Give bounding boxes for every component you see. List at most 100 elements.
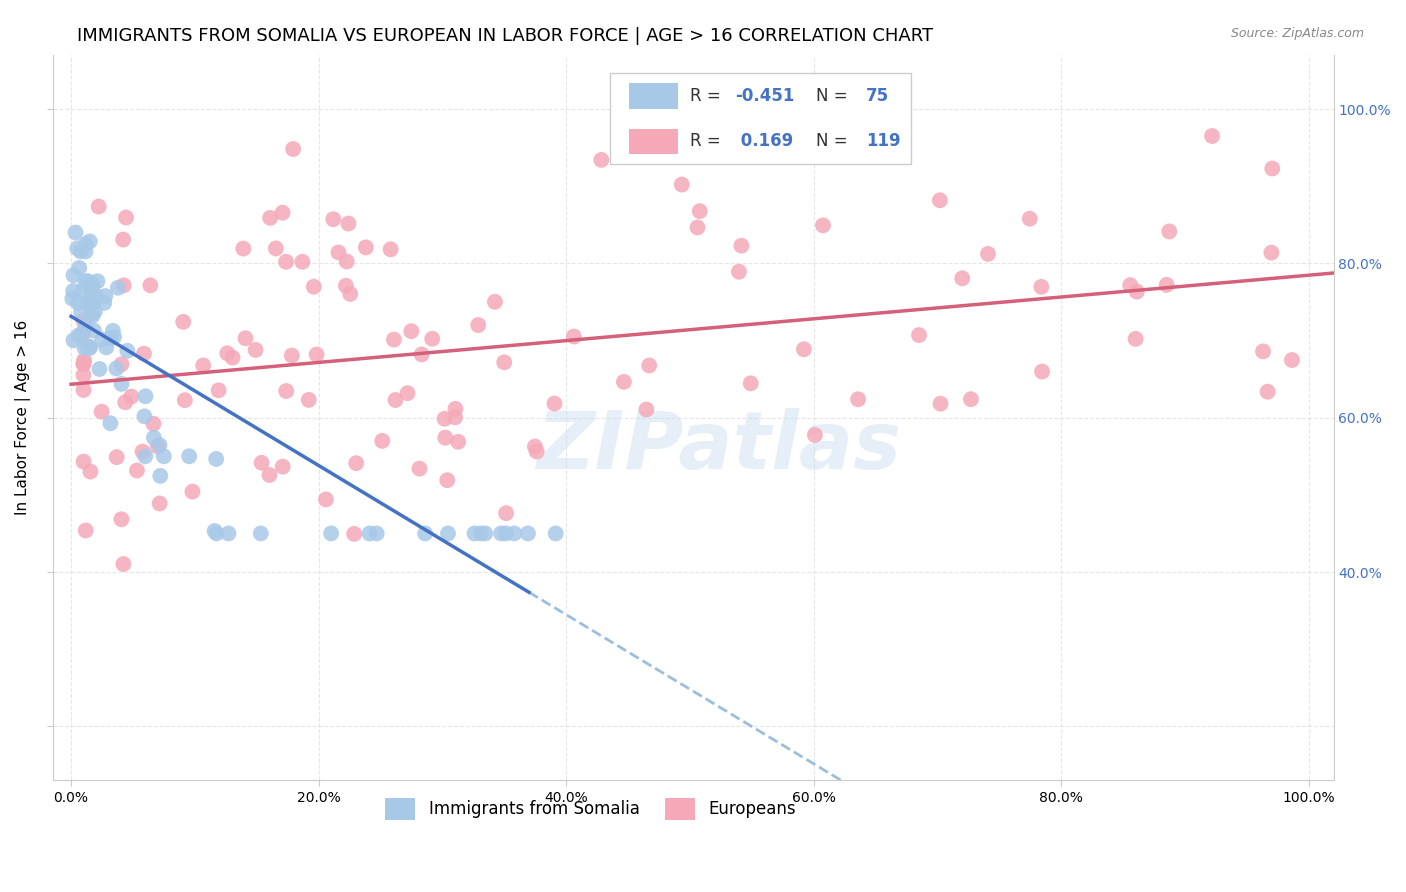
- Point: [125, 463, 148, 477]
- Point: [444, 401, 467, 416]
- Point: [315, 492, 337, 507]
- Point: [82, 309, 104, 323]
- Point: [100, 416, 122, 430]
- Point: [148, 438, 170, 452]
- Point: [179, 450, 201, 464]
- Point: [337, 217, 360, 231]
- Point: [76, 340, 98, 354]
- Point: [75, 244, 97, 259]
- Point: [1156, 277, 1178, 292]
- Point: [298, 392, 321, 407]
- Point: [411, 347, 433, 361]
- Point: [139, 278, 162, 293]
- Point: [65, 226, 87, 240]
- Point: [173, 393, 195, 408]
- Point: [72, 368, 94, 382]
- Point: [259, 211, 281, 225]
- Point: [172, 315, 194, 329]
- Point: [271, 459, 294, 474]
- Point: [908, 328, 931, 343]
- Point: [1031, 365, 1053, 379]
- Point: [84, 304, 107, 318]
- Text: 119: 119: [866, 132, 901, 150]
- Point: [489, 526, 512, 541]
- Text: 0.169: 0.169: [735, 132, 793, 150]
- Text: R =: R =: [690, 87, 727, 105]
- Point: [79, 340, 101, 354]
- Point: [474, 526, 496, 541]
- Point: [1031, 280, 1053, 294]
- Point: [245, 343, 267, 357]
- Text: N =: N =: [815, 87, 853, 105]
- Point: [328, 245, 350, 260]
- Text: R =: R =: [690, 132, 727, 150]
- Point: [60, 292, 83, 306]
- Point: [86, 274, 108, 288]
- Point: [110, 512, 132, 526]
- Point: [149, 496, 172, 510]
- Point: [371, 434, 394, 448]
- Legend: Immigrants from Somalia, Europeans: Immigrants from Somalia, Europeans: [378, 791, 803, 826]
- Point: [94, 289, 117, 303]
- Point: [1251, 344, 1274, 359]
- Point: [67, 260, 90, 275]
- Point: [380, 243, 402, 257]
- Point: [671, 178, 693, 192]
- Point: [193, 359, 215, 373]
- Point: [804, 428, 827, 442]
- Text: IMMIGRANTS FROM SOMALIA VS EUROPEAN IN LABOR FORCE | AGE > 16 CORRELATION CHART: IMMIGRANTS FROM SOMALIA VS EUROPEAN IN L…: [77, 27, 934, 45]
- Point: [112, 278, 135, 293]
- Point: [146, 440, 169, 454]
- Point: [72, 326, 94, 341]
- Point: [523, 440, 546, 454]
- Point: [115, 211, 138, 225]
- Point: [413, 526, 436, 541]
- Point: [66, 241, 89, 255]
- Point: [134, 389, 156, 403]
- Text: Source: ZipAtlas.com: Source: ZipAtlas.com: [1230, 27, 1364, 40]
- Point: [153, 450, 176, 464]
- Point: [359, 526, 381, 541]
- Point: [105, 450, 128, 464]
- Point: [79, 235, 101, 249]
- Point: [950, 271, 973, 285]
- Point: [80, 307, 103, 321]
- Point: [728, 265, 751, 279]
- Point: [84, 288, 107, 302]
- Point: [134, 409, 156, 424]
- Point: [344, 456, 367, 470]
- Point: [1260, 245, 1282, 260]
- Point: [384, 392, 406, 407]
- Point: [181, 484, 204, 499]
- Point: [408, 461, 430, 475]
- Point: [1281, 353, 1303, 368]
- Point: [1125, 332, 1147, 346]
- Point: [470, 526, 492, 541]
- Point: [120, 390, 142, 404]
- Point: [591, 153, 613, 167]
- Point: [76, 295, 98, 310]
- FancyBboxPatch shape: [628, 83, 678, 109]
- Point: [79, 341, 101, 355]
- Point: [281, 349, 304, 363]
- Point: [335, 278, 357, 293]
- Point: [613, 375, 636, 389]
- Point: [107, 281, 129, 295]
- Point: [437, 526, 460, 541]
- Point: [283, 142, 305, 156]
- Point: [142, 431, 165, 445]
- Point: [276, 384, 298, 398]
- Point: [100, 331, 122, 345]
- Y-axis label: In Labor Force | Age > 16: In Labor Force | Age > 16: [15, 320, 31, 516]
- Point: [87, 200, 110, 214]
- Point: [526, 444, 548, 458]
- Point: [516, 526, 538, 541]
- Point: [1257, 384, 1279, 399]
- Point: [336, 254, 359, 268]
- Point: [264, 241, 287, 255]
- Point: [70, 327, 93, 342]
- Point: [444, 410, 467, 425]
- Point: [134, 450, 156, 464]
- Point: [1018, 211, 1040, 226]
- Text: 75: 75: [866, 87, 889, 105]
